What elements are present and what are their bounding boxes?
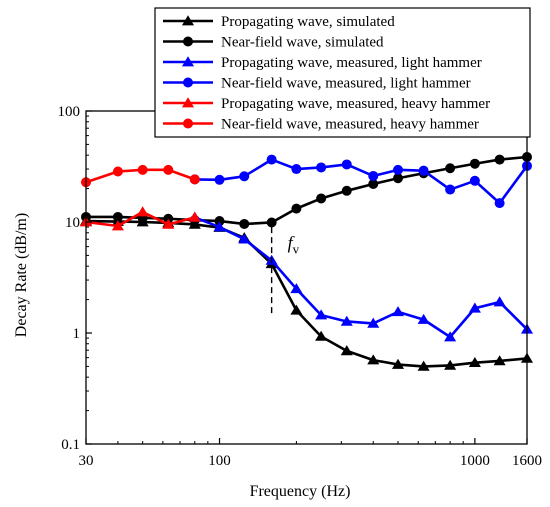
data-point bbox=[468, 356, 481, 368]
x-tick-label: 100 bbox=[208, 453, 231, 469]
data-point bbox=[239, 171, 250, 182]
data-point bbox=[239, 218, 250, 229]
fv-label: fv bbox=[288, 232, 300, 256]
legend-item: Near-field wave, measured, light hammer bbox=[163, 76, 471, 92]
data-point bbox=[214, 174, 225, 185]
data-point bbox=[213, 221, 226, 232]
data-point bbox=[391, 358, 405, 369]
legend-label: Near-field wave, measured, heavy hammer bbox=[221, 117, 479, 133]
legend-marker bbox=[181, 56, 195, 67]
data-point bbox=[214, 216, 225, 227]
x-tick-label: 1600 bbox=[512, 453, 542, 469]
x-axis-label: Frequency (Hz) bbox=[250, 483, 351, 500]
data-point bbox=[189, 174, 200, 185]
y-tick-label: 1 bbox=[73, 326, 81, 342]
y-tick-label: 100 bbox=[58, 104, 81, 120]
legend-label: Near-field wave, measured, light hammer bbox=[221, 76, 471, 92]
data-point bbox=[418, 165, 429, 176]
axis-ticks: 0.1 1 10 100 30 100 1000 1600 bbox=[58, 104, 543, 469]
data-point bbox=[137, 164, 148, 175]
legend-item: Near-field wave, measured, heavy hammer bbox=[163, 117, 479, 133]
plot-frame bbox=[85, 110, 528, 445]
data-point bbox=[468, 302, 481, 313]
data-point bbox=[417, 360, 430, 371]
data-point bbox=[163, 164, 174, 175]
fv-annotation: fv bbox=[270, 227, 300, 314]
legend-label: Propagating wave, measured, light hammer bbox=[221, 55, 482, 71]
legend-item: Propagating wave, simulated bbox=[163, 14, 395, 30]
data-point bbox=[136, 206, 149, 217]
data-point bbox=[444, 359, 457, 370]
data-point bbox=[315, 309, 328, 320]
data-point bbox=[391, 306, 405, 317]
data-point bbox=[341, 185, 352, 196]
data-point bbox=[315, 330, 328, 341]
data-point bbox=[290, 283, 303, 294]
y-axis-label: Decay Rate (dB/m) bbox=[13, 213, 30, 337]
data-point bbox=[494, 198, 505, 209]
data-point bbox=[469, 158, 480, 169]
data-point bbox=[291, 203, 302, 214]
legend: Propagating wave, simulated Near-field wa… bbox=[154, 7, 531, 138]
data-point bbox=[112, 211, 123, 222]
data-point bbox=[445, 163, 456, 174]
data-point bbox=[393, 164, 404, 175]
data-point bbox=[238, 233, 251, 244]
fv-label-subscript: v bbox=[293, 241, 300, 256]
y-tick-label: 10 bbox=[65, 215, 80, 231]
data-point bbox=[290, 304, 303, 315]
data-point bbox=[368, 178, 379, 189]
data-point bbox=[340, 315, 353, 326]
legend-item: Propagating wave, measured, heavy hammer bbox=[163, 96, 490, 112]
data-point bbox=[340, 345, 353, 356]
series-6 bbox=[81, 164, 200, 188]
data-point bbox=[188, 211, 201, 222]
data-point bbox=[368, 170, 379, 181]
legend-marker bbox=[183, 77, 193, 88]
legend-item: Propagating wave, measured, light hammer bbox=[163, 55, 482, 71]
x-tick-label: 1000 bbox=[460, 453, 490, 469]
series-line bbox=[85, 219, 528, 368]
data-point bbox=[493, 296, 506, 307]
data-point bbox=[367, 317, 380, 328]
legend-item: Near-field wave, simulated bbox=[163, 35, 384, 51]
fv-label-main: f bbox=[288, 232, 296, 252]
legend-marker bbox=[183, 118, 193, 129]
data-point bbox=[493, 355, 506, 366]
x-tick-label: 30 bbox=[79, 453, 94, 469]
data-point bbox=[316, 193, 327, 204]
legend-marker bbox=[181, 15, 195, 26]
data-point bbox=[367, 354, 380, 365]
series-layer bbox=[79, 152, 534, 371]
data-point bbox=[266, 154, 277, 165]
series-2 bbox=[81, 152, 532, 229]
data-point bbox=[291, 164, 302, 175]
series-line bbox=[86, 155, 528, 226]
data-point bbox=[393, 173, 404, 184]
legend-box bbox=[154, 7, 531, 138]
data-point bbox=[341, 159, 352, 170]
legend-marker bbox=[183, 36, 193, 47]
legend-label: Propagating wave, measured, heavy hammer bbox=[221, 96, 490, 112]
data-point bbox=[417, 313, 430, 324]
data-point bbox=[316, 162, 327, 173]
y-tick-label: 0.1 bbox=[61, 437, 80, 453]
data-point bbox=[111, 220, 124, 231]
series-3 bbox=[188, 211, 534, 342]
data-point bbox=[494, 154, 505, 165]
data-point bbox=[444, 331, 457, 342]
legend-label: Near-field wave, simulated bbox=[221, 35, 384, 51]
series-1 bbox=[79, 215, 534, 371]
data-point bbox=[445, 184, 456, 195]
legend-marker bbox=[181, 97, 195, 108]
data-point bbox=[266, 217, 277, 228]
data-point bbox=[112, 166, 123, 177]
data-point bbox=[469, 175, 480, 186]
data-point bbox=[162, 218, 175, 229]
legend-label: Propagating wave, simulated bbox=[221, 14, 395, 30]
